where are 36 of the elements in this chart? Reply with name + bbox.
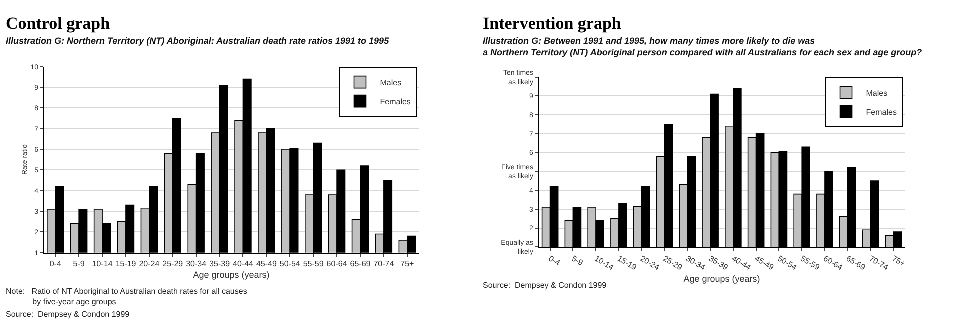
x-tick-label: 40-44 [233,259,254,268]
x-tick-label: 40-44 [730,254,754,272]
x-tick-label: 0-4 [50,259,62,268]
legend-label: Males [866,88,888,98]
text: Note: Ratio of NT Aboriginal to Australian death rates for all causes by five-year age groups [6,287,248,306]
x-tick-label: 60-64 [326,259,348,268]
x-tick-label: 10-14 [593,254,616,272]
x-tick-label: 55-59 [303,259,324,268]
x-tick-label: 30-34 [186,259,208,268]
x-tick-label: 75+ [890,254,908,269]
chart-title: Control graph [6,14,111,33]
x-tick-label: 45-49 [256,259,278,268]
chart-title: Intervention graph [483,14,622,33]
x-tick-label: 65-69 [350,259,372,268]
x-tick-label: 75+ [400,259,415,268]
x-tick-label: 70-74 [374,259,395,268]
x-tick-label: 20-24 [139,259,160,268]
source-note: Source: Dempsey & Condon 1999 [483,281,608,290]
x-tick-label: 25-29 [162,259,184,268]
x-tick-label: 10-14 [92,259,114,268]
chart-subtitle: Illustration G: Northern Territory (NT) Aboriginal: Australian death rate ratios 1991 to 1995 [6,36,390,46]
x-tick-label: 0-4 [547,254,562,268]
x-axis-title: Age groups (years) [684,274,760,284]
legend-label: Males [380,78,402,88]
x-tick-label: 50-54 [280,259,301,268]
x-axis-title: Age groups (years) [193,270,270,280]
x-tick-label: 15-19 [116,259,137,268]
x-tick-label: 15-19 [616,254,639,272]
legend-label: Females [380,97,411,106]
chart-subtitle: Illustration G: Between 1991 and 1995, how many times more likely to die was a Northern Territory (NT) Aboriginal person compared with all Australians for each sex and age group? [483,36,923,58]
x-tick-label: 45-49 [753,254,776,272]
x-tick-label: 35-39 [210,259,231,268]
x-tick-label: 5-9 [73,259,86,268]
x-tick-label: 5-9 [570,254,586,268]
legend-label: Females [866,108,897,117]
source-note: Source: Dempsey & Condon 1999 [6,310,130,319]
